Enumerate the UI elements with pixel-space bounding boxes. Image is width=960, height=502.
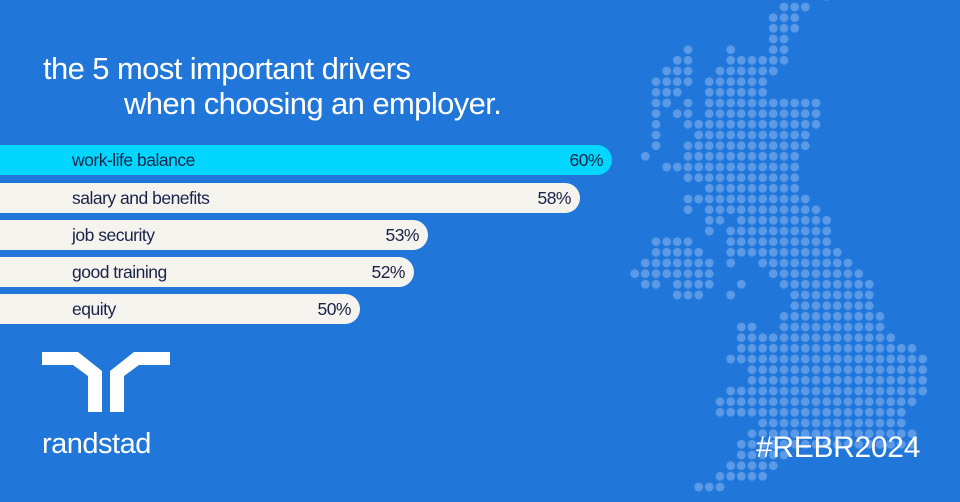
bar-value: 60% [569, 150, 603, 170]
bar-label: good training [72, 262, 167, 282]
headline-line-2: when choosing an employer. [124, 86, 502, 121]
bar-value: 52% [371, 262, 405, 282]
bar-label: equity [72, 299, 116, 319]
bar-value: 58% [537, 188, 571, 208]
hashtag: #REBR2024 [756, 431, 921, 464]
bar-label: salary and benefits [72, 188, 210, 208]
bar-work-life-balance: work-life balance 60% [0, 145, 612, 175]
bar-equity: equity 50% [0, 294, 360, 324]
bar-job-security: job security 53% [0, 220, 428, 250]
brand-name: randstad [42, 428, 151, 460]
bar-value: 53% [385, 225, 419, 245]
bar-label: job security [72, 225, 155, 245]
bar-good-training: good training 52% [0, 257, 414, 287]
bar-salary-and-benefits: salary and benefits 58% [0, 183, 580, 213]
bar-value: 50% [317, 299, 351, 319]
bar-label: work-life balance [72, 150, 195, 170]
randstad-logo-icon [42, 352, 170, 412]
headline-line-1: the 5 most important drivers [43, 51, 411, 86]
